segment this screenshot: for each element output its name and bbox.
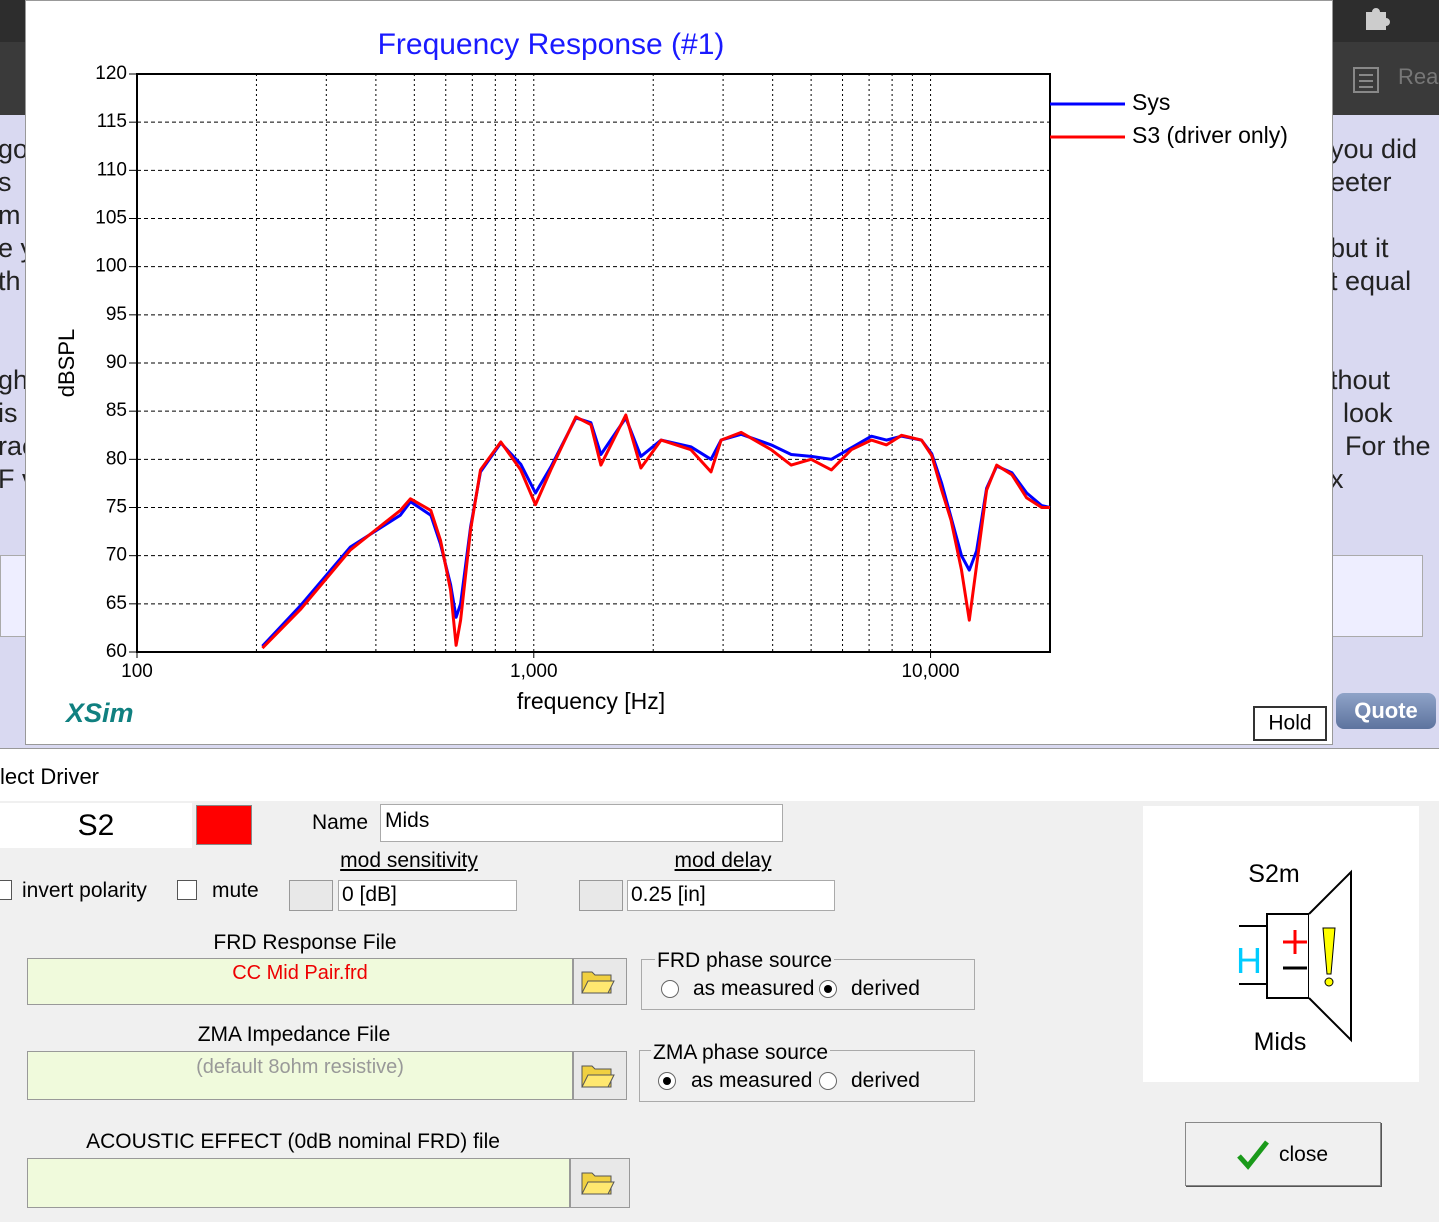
- driver-id: S2: [0, 803, 192, 848]
- legend-label: Sys: [1132, 89, 1170, 115]
- brand: XSim: [64, 698, 134, 728]
- symbol-h: H: [1236, 940, 1262, 981]
- hold-button[interactable]: [1253, 706, 1327, 741]
- zma-radio[interactable]: [658, 1072, 676, 1090]
- folder-icons: [581, 971, 615, 1195]
- delay-input[interactable]: 0.25 [in]: [627, 880, 835, 911]
- forum-text: but it: [1330, 233, 1389, 263]
- sensitivity-spinner[interactable]: [289, 880, 333, 911]
- hold-label[interactable]: Hold: [1268, 712, 1311, 735]
- symbol-top: S2m: [1248, 860, 1300, 888]
- y-tick-label: 95: [106, 304, 127, 325]
- check-icon: [1237, 1140, 1269, 1170]
- y-tick-label: 105: [95, 208, 127, 229]
- y-tick-label: 90: [106, 352, 127, 373]
- y-tick-label: 110: [97, 159, 127, 180]
- symbol-bottom: Mids: [1253, 1028, 1307, 1056]
- frd-field[interactable]: [27, 958, 573, 1005]
- y-tick-label: 60: [106, 641, 127, 662]
- forum-text: thout: [1330, 365, 1391, 395]
- forum-text: go: [0, 134, 29, 164]
- y-tick-label: 75: [106, 497, 127, 518]
- x-tick-label: 10,000: [901, 661, 959, 682]
- sensitivity-input[interactable]: 0 [dB]: [338, 880, 517, 911]
- name-input[interactable]: Mids: [380, 804, 783, 842]
- mute-checkbox[interactable]: [177, 880, 197, 900]
- zma-phase-label: ZMA phase source: [651, 1041, 831, 1065]
- quote-button[interactable]: Quote: [1336, 693, 1436, 729]
- frd-option[interactable]: derived: [851, 977, 920, 1000]
- delay-spinner[interactable]: [579, 880, 623, 911]
- forum-text: s: [0, 167, 12, 197]
- forum-text: eeter: [1330, 167, 1392, 197]
- invert-label[interactable]: invert polarity: [22, 879, 147, 902]
- close-label[interactable]: close: [1279, 1143, 1329, 1166]
- zma-option[interactable]: derived: [851, 1069, 920, 1092]
- series-line: [261, 416, 1051, 648]
- forum-text: you did: [1330, 134, 1418, 164]
- zma-radio[interactable]: [819, 1072, 837, 1090]
- invert-checkbox[interactable]: [0, 880, 12, 900]
- y-tick-label: 80: [106, 448, 127, 469]
- chart-window: [25, 0, 1333, 745]
- dialog-title-bar: [0, 749, 1439, 801]
- forum-text: th: [0, 266, 21, 296]
- frd-file: CC Mid Pair.frd: [232, 962, 368, 984]
- zma-label: ZMA Impedance File: [197, 1023, 391, 1046]
- zma-option[interactable]: as measured: [691, 1069, 813, 1092]
- y-tick-label: 115: [97, 111, 127, 132]
- driver-color[interactable]: [196, 805, 252, 845]
- frd-option[interactable]: as measured: [693, 977, 815, 1000]
- mod-sensitivity-label: mod sensitivity: [340, 849, 478, 872]
- dialog-title: lect Driver: [0, 764, 100, 789]
- x-tick-label: 100: [121, 661, 153, 682]
- y-tick-label: 100: [95, 256, 127, 277]
- y-tick-label: 120: [95, 63, 127, 84]
- legend-label: S3 (driver only): [1132, 122, 1288, 148]
- forum-text: x: [1330, 464, 1344, 494]
- series-line: [261, 413, 1050, 650]
- y-axis-label: dBSPL: [54, 329, 79, 398]
- forum-text: m: [0, 200, 21, 230]
- extension-icon[interactable]: [1362, 2, 1392, 32]
- x-axis-label: frequency [Hz]: [517, 688, 665, 714]
- close-button[interactable]: [1185, 1122, 1381, 1186]
- zma-file: (default 8ohm resistive): [196, 1056, 404, 1078]
- reader-label[interactable]: Rea: [1398, 64, 1439, 89]
- speaker-symbol: [1239, 869, 1352, 1043]
- forum-text: For the: [1345, 431, 1431, 461]
- reader-icon[interactable]: [1352, 66, 1380, 94]
- mod-delay-label: mod delay: [674, 849, 772, 872]
- forum-text: t equal: [1330, 266, 1412, 296]
- x-tick-label: 1,000: [510, 661, 558, 682]
- frd-label: FRD Response File: [213, 931, 397, 954]
- chart: Frequency Response (#1) dBSPL frequency …: [54, 28, 1327, 741]
- zma-field[interactable]: [27, 1051, 573, 1100]
- plot-border: [136, 73, 1051, 653]
- y-tick-label: 70: [106, 545, 127, 566]
- y-tick-label: 65: [106, 593, 127, 614]
- acoustic-browse[interactable]: [570, 1158, 630, 1208]
- frd-radio[interactable]: [661, 980, 679, 998]
- frd-radio[interactable]: [819, 980, 837, 998]
- frd-phase-label: FRD phase source: [655, 949, 835, 973]
- forum-text: look: [1343, 398, 1393, 428]
- mute-label[interactable]: mute: [212, 879, 259, 902]
- y-tick-label: 85: [106, 400, 127, 421]
- forum-text: is: [0, 398, 18, 428]
- name-label: Name: [312, 811, 369, 834]
- acoustic-label: ACOUSTIC EFFECT (0dB nominal FRD) file: [86, 1130, 500, 1153]
- chart-title: Frequency Response (#1): [378, 28, 725, 61]
- acoustic-field[interactable]: [27, 1158, 570, 1208]
